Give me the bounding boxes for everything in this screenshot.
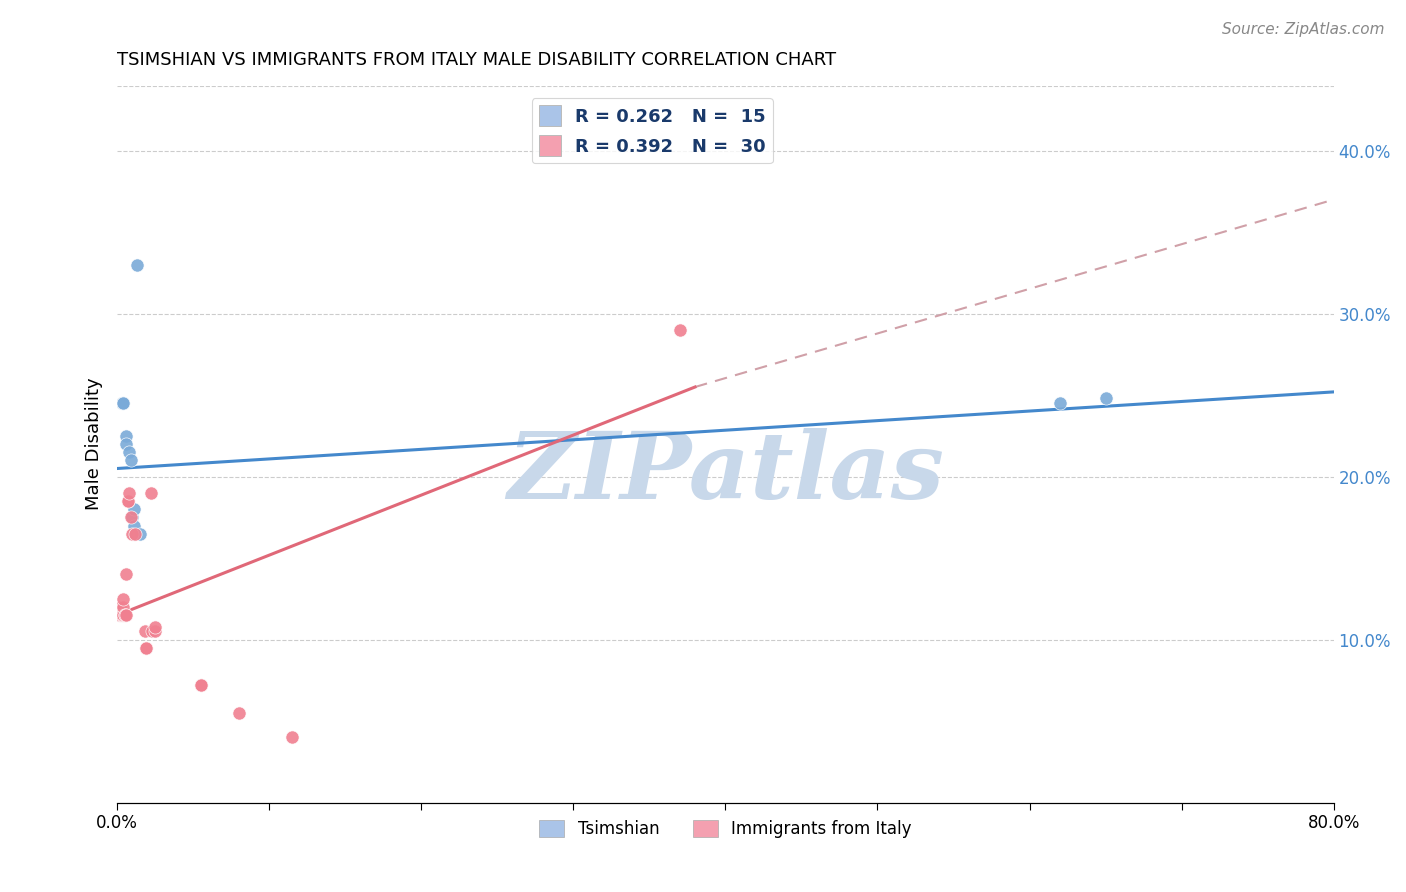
Point [124,526,146,541]
Point [135,640,157,655]
Legend: R = 0.262   N =  15, R = 0.392   N =  30: R = 0.262 N = 15, R = 0.392 N = 30 [531,98,773,163]
Point [114,608,136,623]
Point [117,494,139,508]
Point [1049,396,1071,410]
Text: Source: ZipAtlas.com: Source: ZipAtlas.com [1222,22,1385,37]
Point [135,640,157,655]
Point [228,706,250,720]
Point [117,494,139,508]
Point [1094,392,1116,406]
Point [111,396,134,410]
Point [114,608,136,623]
Point [122,526,145,541]
Point [281,731,304,745]
Point [122,518,145,533]
Text: TSIMSHIAN VS IMMIGRANTS FROM ITALY MALE DISABILITY CORRELATION CHART: TSIMSHIAN VS IMMIGRANTS FROM ITALY MALE … [117,51,837,69]
Point [118,445,141,459]
Point [120,453,142,467]
Point [115,608,138,623]
Point [121,526,143,541]
Point [129,526,152,541]
Point [115,429,138,443]
Point [143,619,166,633]
Point [122,502,145,516]
Y-axis label: Male Disability: Male Disability [86,377,103,510]
Point [125,258,148,272]
Point [111,608,134,623]
Point [120,510,142,524]
Point [112,600,135,615]
Point [115,437,138,451]
Point [141,624,163,639]
Point [115,567,138,582]
Point [121,510,143,524]
Point [668,323,690,337]
Point [139,486,162,500]
Point [111,608,134,623]
Point [134,624,156,639]
Point [190,678,212,692]
Point [112,396,135,410]
Point [110,608,132,623]
Point [118,486,141,500]
Point [107,608,129,623]
Text: ZIPatlas: ZIPatlas [508,428,943,517]
Point [190,678,212,692]
Point [112,591,135,606]
Point [143,624,166,639]
Point [112,396,135,410]
Point [110,600,132,615]
Point [112,608,135,623]
